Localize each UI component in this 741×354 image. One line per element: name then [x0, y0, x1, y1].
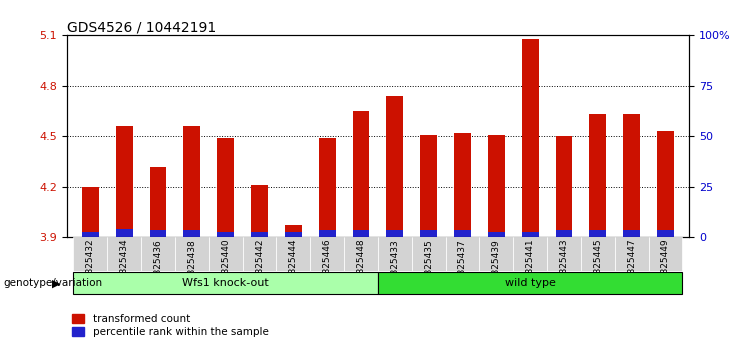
Bar — [378, 272, 682, 295]
Bar — [479, 237, 514, 271]
Bar — [522, 232, 539, 237]
Bar — [556, 136, 573, 237]
Bar — [589, 230, 606, 237]
Bar — [73, 237, 107, 271]
Bar — [420, 135, 437, 237]
Bar — [276, 237, 310, 271]
Bar — [217, 138, 234, 237]
Text: GSM825447: GSM825447 — [627, 239, 636, 293]
Bar — [378, 237, 412, 271]
Text: Wfs1 knock-out: Wfs1 knock-out — [182, 278, 269, 288]
Bar — [310, 237, 344, 271]
Bar — [657, 131, 674, 237]
Bar — [556, 230, 573, 237]
Text: GSM825440: GSM825440 — [221, 239, 230, 293]
Text: genotype/variation: genotype/variation — [4, 278, 103, 288]
Bar — [82, 187, 99, 237]
Bar — [217, 232, 234, 237]
Text: GSM825439: GSM825439 — [492, 239, 501, 293]
Bar — [522, 39, 539, 237]
Bar — [141, 237, 175, 271]
Text: GSM825436: GSM825436 — [153, 239, 162, 293]
Bar — [184, 126, 200, 237]
Bar — [353, 111, 370, 237]
Text: wild type: wild type — [505, 278, 556, 288]
Bar — [116, 126, 133, 237]
Text: GSM825444: GSM825444 — [289, 239, 298, 293]
Bar — [386, 96, 403, 237]
Bar — [251, 232, 268, 237]
Bar — [209, 237, 242, 271]
Text: GDS4526 / 10442191: GDS4526 / 10442191 — [67, 20, 216, 34]
Bar — [547, 237, 581, 271]
Bar — [412, 237, 445, 271]
Bar — [319, 138, 336, 237]
Bar — [420, 230, 437, 237]
Bar — [150, 230, 167, 237]
Bar — [488, 135, 505, 237]
Bar — [488, 232, 505, 237]
Bar — [285, 225, 302, 237]
Bar — [150, 166, 167, 237]
Text: GSM825435: GSM825435 — [424, 239, 433, 293]
Bar — [581, 237, 615, 271]
Bar — [116, 229, 133, 237]
Text: GSM825442: GSM825442 — [255, 239, 264, 293]
Bar — [454, 230, 471, 237]
Bar — [251, 185, 268, 237]
Legend: transformed count, percentile rank within the sample: transformed count, percentile rank withi… — [72, 314, 268, 337]
Text: ▶: ▶ — [53, 278, 61, 288]
Text: GSM825437: GSM825437 — [458, 239, 467, 293]
Bar — [82, 232, 99, 237]
Bar — [175, 237, 209, 271]
Bar — [454, 133, 471, 237]
Bar — [184, 230, 200, 237]
Text: GSM825438: GSM825438 — [187, 239, 196, 293]
Text: GSM825434: GSM825434 — [120, 239, 129, 293]
Bar — [344, 237, 378, 271]
Bar — [623, 114, 640, 237]
Bar — [285, 232, 302, 237]
Text: GSM825441: GSM825441 — [525, 239, 535, 293]
Bar — [615, 237, 648, 271]
Bar — [657, 230, 674, 237]
Bar — [514, 237, 547, 271]
Text: GSM825432: GSM825432 — [86, 239, 95, 293]
Bar — [319, 230, 336, 237]
Bar — [242, 237, 276, 271]
Text: GSM825449: GSM825449 — [661, 239, 670, 293]
Bar — [107, 237, 141, 271]
Text: GSM825446: GSM825446 — [322, 239, 332, 293]
Bar — [623, 230, 640, 237]
Text: GSM825445: GSM825445 — [594, 239, 602, 293]
Bar — [445, 237, 479, 271]
Bar — [73, 272, 378, 295]
Text: GSM825448: GSM825448 — [356, 239, 365, 293]
Bar — [386, 230, 403, 237]
Bar — [648, 237, 682, 271]
Text: GSM825433: GSM825433 — [391, 239, 399, 293]
Text: GSM825443: GSM825443 — [559, 239, 568, 293]
Bar — [353, 230, 370, 237]
Bar — [589, 114, 606, 237]
